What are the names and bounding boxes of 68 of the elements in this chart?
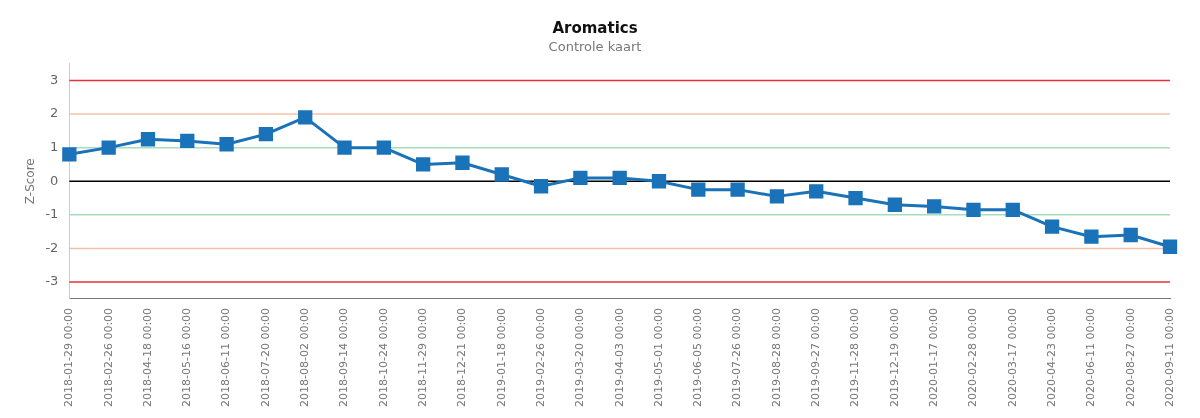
point xyxy=(887,197,902,212)
point xyxy=(494,167,509,182)
y-tick-label: 0 xyxy=(50,172,59,188)
point xyxy=(1084,229,1099,244)
point xyxy=(298,110,313,125)
point xyxy=(612,170,627,186)
point xyxy=(1005,202,1020,217)
y-tick-label: -2 xyxy=(45,239,59,255)
point xyxy=(573,170,588,186)
y-axis-title: Z-Score xyxy=(23,158,38,205)
x-tick-label: 2018-04-18 00:00 xyxy=(140,307,154,407)
x-tick-label: 2018-12-21 00:00 xyxy=(455,307,469,407)
x-tick-label: 2019-03-20 00:00 xyxy=(573,307,587,407)
x-tick-label: 2018-05-16 00:00 xyxy=(180,307,194,407)
point xyxy=(376,140,391,155)
point xyxy=(848,190,863,206)
point xyxy=(691,182,706,197)
x-tick-label: 2020-02-28 00:00 xyxy=(966,307,980,407)
x-tick-label: 2018-09-14 00:00 xyxy=(337,307,351,407)
x-tick-label: 2019-04-03 00:00 xyxy=(612,307,626,407)
point xyxy=(258,127,274,142)
x-tick-label: 2020-08-27 00:00 xyxy=(1123,307,1137,407)
x-tick-label: 2019-08-28 00:00 xyxy=(769,307,783,407)
x-tick-label: 2019-02-26 00:00 xyxy=(533,307,547,407)
point xyxy=(140,132,156,147)
point xyxy=(180,133,195,149)
x-tick-label: 2018-06-11 00:00 xyxy=(219,307,233,407)
x-tick-label: 2018-01-29 00:00 xyxy=(62,307,76,407)
y-tick-label: -1 xyxy=(45,206,59,222)
point xyxy=(1123,227,1138,243)
y-tick-label: 3 xyxy=(50,71,59,87)
point xyxy=(415,157,431,172)
x-tick-label: 2020-06-11 00:00 xyxy=(1084,307,1098,407)
y-tick-label: -3 xyxy=(45,273,59,289)
chart-subtitle: Controle kaart xyxy=(548,39,642,55)
point xyxy=(651,174,667,189)
x-tick-label: 2019-12-19 00:00 xyxy=(887,307,901,407)
x-tick-label: 2020-03-17 00:00 xyxy=(1005,307,1019,407)
x-tick-label: 2019-06-05 00:00 xyxy=(691,307,705,407)
x-tick-label: 2019-07-26 00:00 xyxy=(730,307,744,407)
x-tick-label: 2019-11-28 00:00 xyxy=(848,307,862,407)
point xyxy=(219,137,234,152)
point xyxy=(1044,219,1060,234)
point xyxy=(809,184,824,199)
point xyxy=(730,182,745,197)
x-tick-label: 2020-09-11 00:00 xyxy=(1162,307,1176,407)
x-tick-label: 2019-09-27 00:00 xyxy=(809,307,823,407)
x-tick-label: 2018-02-26 00:00 xyxy=(101,307,115,407)
point xyxy=(966,202,981,217)
point xyxy=(1162,239,1178,254)
x-tick-label: 2019-05-01 00:00 xyxy=(651,307,665,407)
x-tick-label: 2020-01-17 00:00 xyxy=(927,307,941,407)
point xyxy=(926,199,942,214)
point xyxy=(337,140,352,155)
y-tick-label: 2 xyxy=(50,105,59,121)
chart-title: Aromatics xyxy=(552,18,638,37)
x-tick-label: 2020-04-23 00:00 xyxy=(1044,307,1058,407)
x-tick-label: 2018-10-24 00:00 xyxy=(376,307,390,407)
point xyxy=(769,189,785,204)
x-tick-label: 2018-08-02 00:00 xyxy=(298,307,312,407)
point xyxy=(62,147,77,162)
x-tick-label: 2018-11-29 00:00 xyxy=(416,307,429,407)
x-tick-label: 2018-07-20 00:00 xyxy=(258,307,272,407)
point xyxy=(101,140,116,155)
point xyxy=(455,155,470,170)
y-tick-label: 1 xyxy=(50,139,59,154)
point xyxy=(533,179,549,194)
x-tick-label: 2019-01-18 00:00 xyxy=(494,307,508,407)
